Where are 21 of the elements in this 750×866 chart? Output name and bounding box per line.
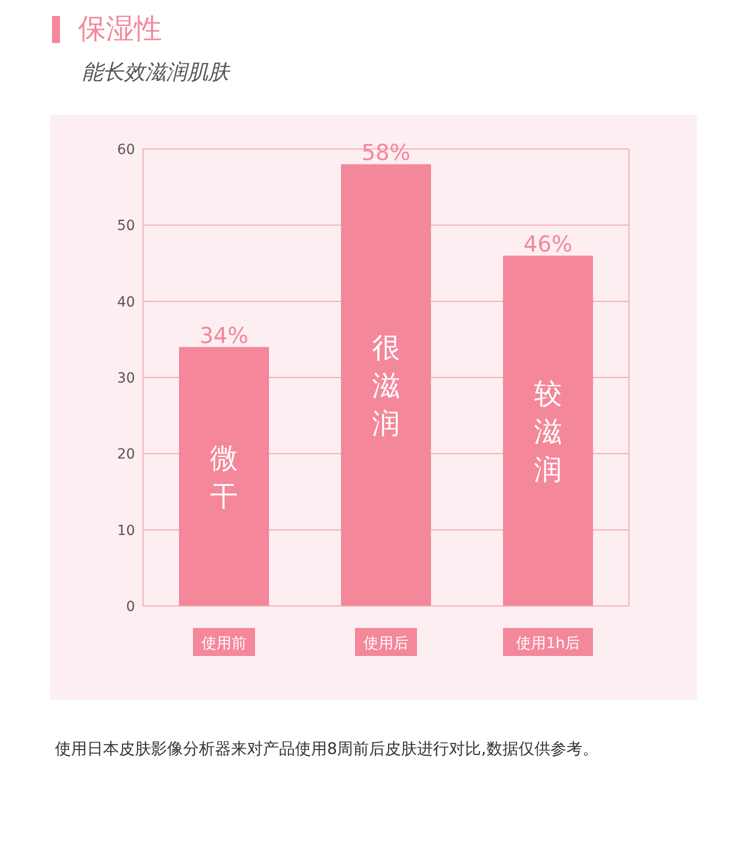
annotation: 微干 xyxy=(210,442,238,513)
annotation: 很滋润 xyxy=(372,331,400,440)
bar xyxy=(179,347,269,606)
x-tick-label: 使用前 xyxy=(202,634,246,652)
y-tick-label: 40 xyxy=(117,294,135,310)
y-tick-label: 60 xyxy=(117,142,135,158)
y-tick-label: 10 xyxy=(117,522,135,539)
y-tick-label: 20 xyxy=(117,446,135,463)
y-tick-label: 30 xyxy=(117,370,135,386)
data-label: 34% xyxy=(200,324,248,350)
y-tick-label: 50 xyxy=(117,218,135,234)
bar xyxy=(341,164,431,606)
x-tick-label: 使用1h后 xyxy=(516,634,580,652)
chart-subtitle: 能长效滋润肌肤 xyxy=(82,59,229,86)
bar xyxy=(503,256,593,606)
chart-title: 保湿性 xyxy=(78,11,162,47)
annotation: 较滋润 xyxy=(534,376,562,486)
data-label: 46% xyxy=(524,232,572,258)
x-tick-label: 使用后 xyxy=(364,634,408,652)
y-tick-label: 0 xyxy=(126,598,135,615)
text: 使用日本皮肤影像分析器来对产品使用8周前后皮肤进行对比,数据仅供参考。 xyxy=(55,738,600,760)
